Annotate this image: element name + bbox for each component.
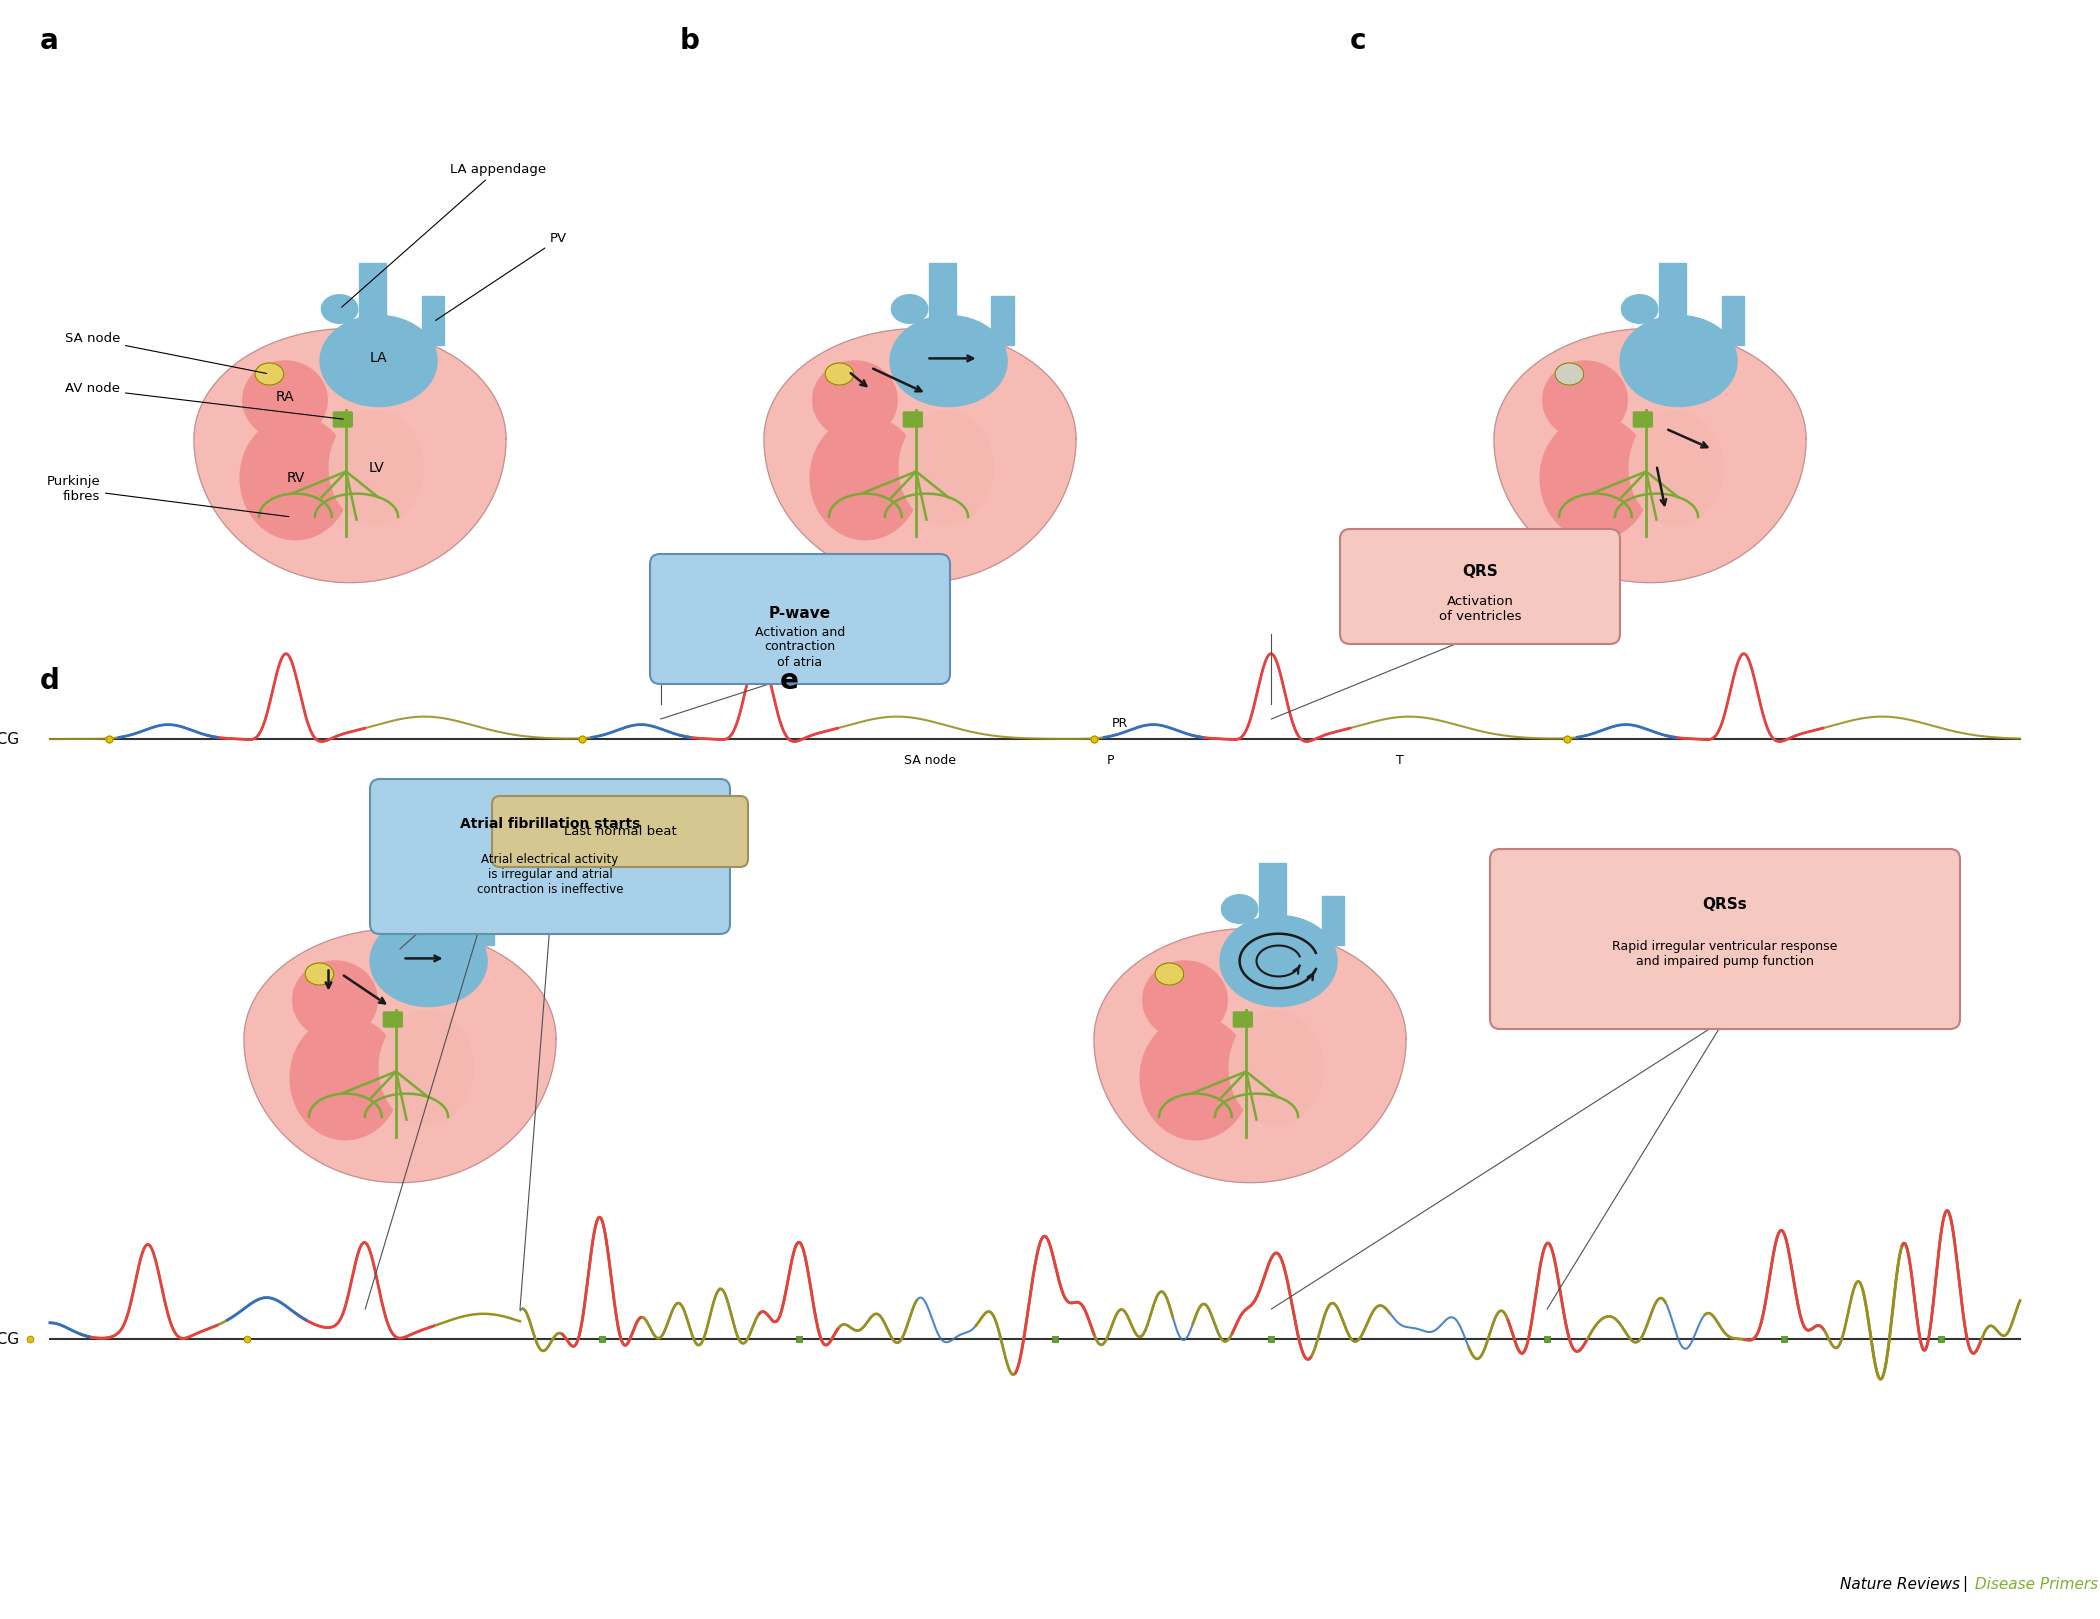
- Ellipse shape: [890, 295, 928, 324]
- Polygon shape: [193, 329, 506, 583]
- Ellipse shape: [254, 363, 284, 385]
- Ellipse shape: [811, 416, 920, 539]
- Ellipse shape: [1222, 895, 1258, 923]
- Text: ECG: ECG: [0, 1331, 21, 1347]
- Text: Last normal beat: Last normal beat: [563, 826, 676, 839]
- Text: Disease Primers: Disease Primers: [1970, 1577, 2098, 1591]
- Text: |: |: [1961, 1575, 1968, 1591]
- Ellipse shape: [372, 895, 407, 923]
- Ellipse shape: [890, 316, 1008, 406]
- Text: LV: LV: [368, 460, 384, 474]
- Polygon shape: [244, 929, 556, 1182]
- Ellipse shape: [1220, 915, 1338, 1007]
- Text: Nature Reviews: Nature Reviews: [1840, 1577, 1959, 1591]
- Polygon shape: [1493, 329, 1806, 583]
- Text: Activation
of ventricles: Activation of ventricles: [1438, 596, 1520, 623]
- FancyBboxPatch shape: [334, 411, 353, 427]
- Ellipse shape: [290, 1017, 401, 1140]
- Ellipse shape: [899, 410, 993, 525]
- Polygon shape: [359, 264, 386, 324]
- Ellipse shape: [825, 363, 855, 385]
- Text: RV: RV: [286, 471, 304, 486]
- FancyBboxPatch shape: [1233, 1012, 1252, 1026]
- Text: QRSs: QRSs: [1703, 897, 1747, 911]
- Text: d: d: [40, 667, 61, 695]
- Polygon shape: [1321, 895, 1344, 945]
- FancyBboxPatch shape: [1340, 529, 1619, 644]
- Polygon shape: [1094, 929, 1407, 1182]
- Text: RA: RA: [275, 390, 294, 405]
- Text: PV: PV: [435, 233, 567, 321]
- Ellipse shape: [1228, 1010, 1323, 1125]
- Ellipse shape: [813, 361, 897, 439]
- Ellipse shape: [1556, 363, 1583, 385]
- Text: AV node: AV node: [65, 382, 342, 419]
- FancyBboxPatch shape: [903, 411, 922, 427]
- FancyBboxPatch shape: [1634, 411, 1653, 427]
- Polygon shape: [928, 264, 956, 324]
- Text: Atrial electrical activity
is irregular and atrial
contraction is ineffective: Atrial electrical activity is irregular …: [477, 853, 624, 895]
- Text: Purkinje
fibres: Purkinje fibres: [46, 474, 288, 516]
- Polygon shape: [422, 296, 443, 345]
- Ellipse shape: [1140, 1017, 1252, 1140]
- Polygon shape: [1659, 264, 1686, 324]
- FancyBboxPatch shape: [491, 797, 748, 868]
- FancyBboxPatch shape: [370, 779, 731, 934]
- Text: SA node: SA node: [903, 754, 956, 767]
- Text: QRS: QRS: [1462, 565, 1497, 580]
- Text: b: b: [680, 28, 699, 55]
- Text: e: e: [779, 667, 798, 695]
- Polygon shape: [764, 329, 1075, 583]
- Text: LA appendage: LA appendage: [342, 162, 546, 308]
- Ellipse shape: [321, 295, 357, 324]
- Text: Atrial fibrillation starts: Atrial fibrillation starts: [460, 818, 640, 831]
- FancyBboxPatch shape: [1491, 848, 1959, 1030]
- Ellipse shape: [1142, 962, 1226, 1039]
- Ellipse shape: [370, 915, 487, 1007]
- Ellipse shape: [1544, 361, 1628, 439]
- Text: P-wave: P-wave: [769, 607, 832, 622]
- Text: PR: PR: [1111, 717, 1128, 730]
- Text: c: c: [1350, 28, 1367, 55]
- Text: a: a: [40, 28, 59, 55]
- Text: P: P: [1107, 754, 1113, 767]
- Ellipse shape: [1539, 416, 1651, 539]
- Polygon shape: [410, 863, 437, 924]
- Ellipse shape: [244, 361, 328, 439]
- Text: ECG: ECG: [0, 732, 21, 746]
- Polygon shape: [991, 296, 1014, 345]
- Polygon shape: [472, 895, 493, 945]
- Text: LA: LA: [370, 351, 386, 366]
- Ellipse shape: [380, 1010, 472, 1125]
- Polygon shape: [1260, 863, 1287, 924]
- Text: Rapid irregular ventricular response
and impaired pump function: Rapid irregular ventricular response and…: [1613, 941, 1838, 968]
- Text: SA node: SA node: [65, 332, 267, 374]
- Ellipse shape: [304, 963, 334, 984]
- FancyBboxPatch shape: [651, 554, 949, 683]
- Ellipse shape: [292, 962, 378, 1039]
- Text: Activation and
contraction
of atria: Activation and contraction of atria: [754, 625, 844, 669]
- FancyBboxPatch shape: [384, 1012, 403, 1026]
- Ellipse shape: [330, 410, 422, 525]
- Ellipse shape: [239, 416, 351, 539]
- Text: T: T: [1396, 754, 1405, 767]
- Ellipse shape: [319, 316, 437, 406]
- Ellipse shape: [1155, 963, 1184, 984]
- Ellipse shape: [1619, 316, 1737, 406]
- Ellipse shape: [1630, 410, 1722, 525]
- Polygon shape: [1722, 296, 1743, 345]
- Ellipse shape: [1621, 295, 1657, 324]
